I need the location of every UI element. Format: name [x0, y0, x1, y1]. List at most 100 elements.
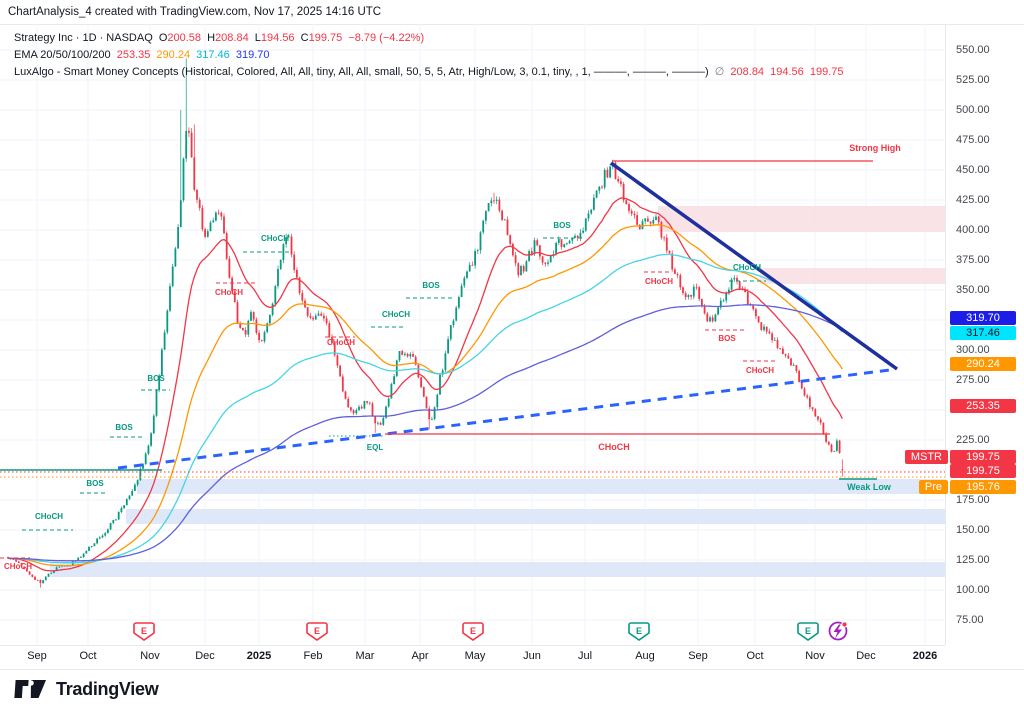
ema100-value: 317.46	[196, 49, 230, 61]
time-tick: Dec	[195, 650, 215, 662]
smc-label: CHoCH	[746, 366, 774, 375]
price-axis[interactable]: 550.00 525.00 500.00 475.00 450.00 425.00 400.…	[904, 24, 1024, 645]
price-tick: 550.00	[956, 43, 990, 56]
price-tick: 150.00	[956, 523, 990, 536]
legend-ema-row[interactable]: EMA 20/50/100/200 253.35 290.24 317.46 3…	[14, 47, 847, 64]
price-badge: 253.35	[950, 399, 1016, 413]
luxalgo-value-3: 199.75	[809, 66, 844, 78]
time-tick: Nov	[140, 650, 160, 662]
price-tick: 100.00	[956, 583, 990, 596]
smc-label: CHoCH	[215, 288, 243, 297]
demand-zone	[137, 479, 945, 494]
smc-label: BOS	[147, 374, 165, 383]
close-label: C	[300, 32, 309, 44]
ema100-line	[8, 253, 843, 564]
chart-title: ChartAnalysis_4 created with TradingView…	[8, 6, 382, 18]
smc-label: CHoCH	[327, 338, 355, 347]
smc-label: CHoCH	[35, 512, 63, 521]
time-tick: Mar	[355, 650, 375, 662]
legend-symbol-row[interactable]: Strategy Inc · 1D · NASDAQ O200.58 H208.…	[14, 30, 847, 47]
smc-label: CHoCH	[4, 562, 32, 571]
smc-label: CHoCH	[645, 277, 673, 286]
price-badge-prefix: MSTR	[904, 450, 948, 464]
smc-label: CHoCH	[261, 234, 289, 243]
earnings-icon: E	[306, 622, 328, 641]
tradingview-brand[interactable]: TradingView	[14, 678, 159, 700]
smc-label: Strong High	[849, 143, 901, 153]
smc-label: CHoCH	[382, 310, 410, 319]
luxalgo-value-1: 208.84	[730, 66, 765, 78]
price-badge: 290.24	[950, 357, 1016, 371]
smc-label: EQL	[367, 443, 384, 452]
time-tick: Sep	[27, 650, 47, 662]
close-value: 199.75	[308, 32, 343, 44]
price-chart-canvas[interactable]: BOS BOS CHoCH CHoCH BOS CHoCH CHoCH CHoCH CHoCH B…	[0, 24, 945, 668]
price-badge: 199.75	[950, 450, 1016, 464]
average-icon: ∅	[714, 66, 725, 78]
time-axis[interactable]: Sep Oct Nov Dec 2025 Feb Mar Apr May Jun Jul Aug Sep…	[0, 645, 945, 669]
price-tick: 375.00	[956, 253, 990, 266]
ema200-line	[8, 304, 843, 562]
time-tick: Aug	[635, 650, 655, 662]
price-badge: 317.46	[950, 326, 1016, 340]
high-value: 208.84	[215, 32, 249, 44]
legend-luxalgo-row[interactable]: LuxAlgo - Smart Money Concepts (Historic…	[14, 64, 847, 81]
time-tick: Jun	[523, 650, 541, 662]
ema50-value: 290.24	[156, 49, 191, 61]
time-tick: Dec	[856, 650, 876, 662]
smc-label: CHoCH	[598, 442, 630, 452]
chart-pane[interactable]	[0, 24, 1024, 670]
svg-text:E: E	[470, 626, 476, 636]
smc-label: BOS	[718, 334, 736, 343]
earnings-icon: E	[462, 622, 484, 641]
ema200-value: 319.70	[235, 49, 270, 61]
price-badge-prefix: Pre	[918, 480, 948, 494]
luxalgo-title: LuxAlgo - Smart Money Concepts (Historic…	[14, 66, 709, 78]
price-badge: 319.70	[950, 311, 1016, 325]
price-badge: 199.75	[950, 464, 1016, 478]
time-tick: 2026	[912, 650, 938, 662]
rising-support-dashed	[117, 368, 891, 470]
price-tick: 275.00	[956, 373, 990, 386]
price-badge: 195.76	[950, 480, 1016, 494]
smc-label: BOS	[115, 423, 133, 432]
smc-label: Weak Low	[847, 482, 892, 492]
tradingview-logo-icon	[14, 680, 46, 698]
time-tick: Jul	[577, 650, 593, 662]
chart-legend: Strategy Inc · 1D · NASDAQ O200.58 H208.…	[14, 30, 847, 81]
time-tick: 2025	[246, 650, 272, 662]
svg-text:E: E	[805, 626, 811, 636]
svg-text:E: E	[141, 626, 147, 636]
price-tick: 350.00	[956, 283, 990, 296]
price-tick: 525.00	[956, 73, 990, 86]
time-tick: Sep	[688, 650, 708, 662]
price-tick: 400.00	[956, 223, 990, 236]
time-tick: Nov	[805, 650, 825, 662]
ema-title: EMA 20/50/100/200	[14, 49, 111, 61]
time-tick: Apr	[411, 650, 429, 662]
price-tick: 300.00	[956, 343, 990, 356]
smc-label: BOS	[86, 479, 104, 488]
price-tick: 425.00	[956, 193, 990, 206]
ema20-value: 253.35	[116, 49, 151, 61]
price-tick: 450.00	[956, 163, 990, 176]
symbol-title: Strategy Inc · 1D · NASDAQ	[14, 32, 153, 44]
time-tick: Feb	[303, 650, 323, 662]
price-tick: 475.00	[956, 133, 990, 146]
smc-label: BOS	[422, 281, 440, 290]
high-label: H	[207, 32, 216, 44]
candles	[7, 58, 844, 588]
supply-zone	[658, 206, 945, 232]
price-tick: 175.00	[956, 493, 990, 506]
supply-zone	[760, 268, 945, 284]
falling-resistance-solid	[609, 161, 899, 371]
price-tick: 75.00	[956, 613, 984, 626]
earnings-icon: E	[628, 622, 650, 641]
time-tick: Oct	[746, 650, 764, 662]
price-tick: 500.00	[956, 103, 990, 116]
time-tick: Oct	[79, 650, 97, 662]
upcoming-earnings-icon	[828, 621, 848, 641]
luxalgo-value-2: 194.56	[770, 66, 804, 78]
demand-zone	[126, 509, 945, 524]
smc-label: CHoCH	[733, 263, 761, 272]
